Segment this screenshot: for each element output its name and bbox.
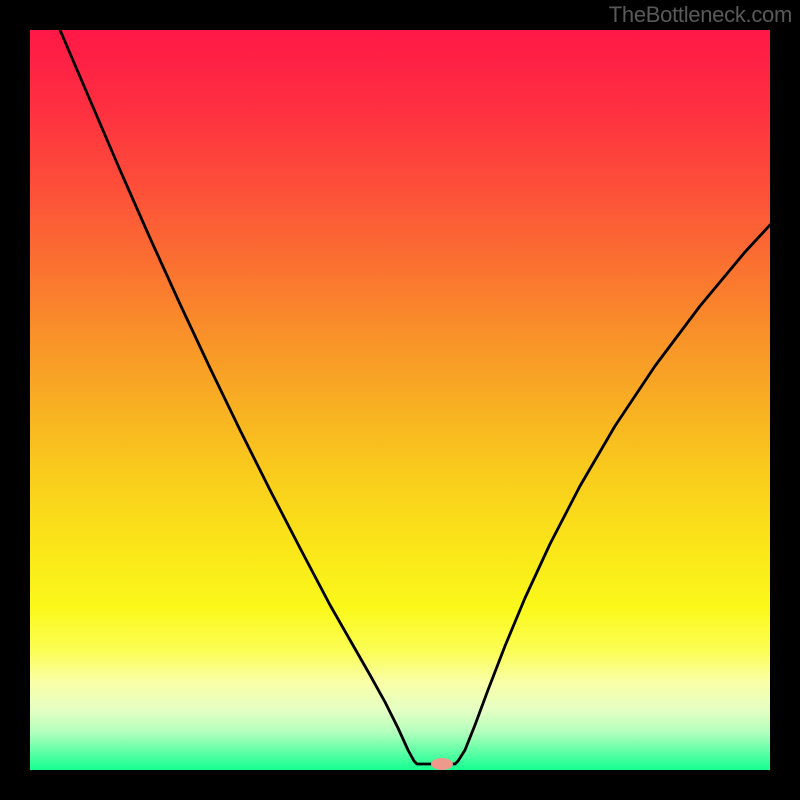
attribution-text: TheBottleneck.com xyxy=(609,2,792,28)
optimal-point-marker xyxy=(431,758,453,770)
bottleneck-chart xyxy=(30,30,770,770)
chart-background xyxy=(30,30,770,770)
chart-svg xyxy=(30,30,770,770)
